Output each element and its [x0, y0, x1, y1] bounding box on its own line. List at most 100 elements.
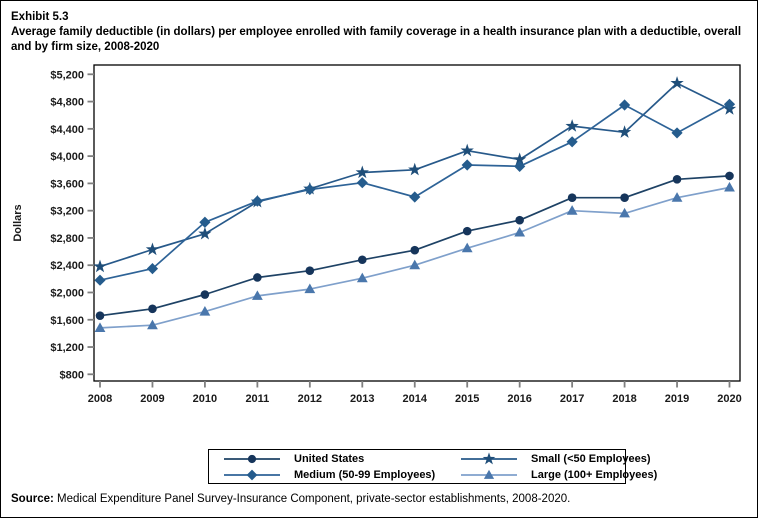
- series-circle: [95, 171, 734, 320]
- series-diamond: [94, 98, 736, 286]
- star-marker: [482, 452, 496, 465]
- diamond-marker: [246, 469, 258, 481]
- x-tick-label: 2013: [350, 393, 374, 405]
- x-tick-label: 2010: [193, 393, 217, 405]
- x-axis: 2008 2009 2010 2011 2012 2013 2014 2015 2016 2017…: [88, 381, 742, 405]
- circle-marker: [200, 290, 210, 299]
- diamond-marker: [251, 195, 263, 207]
- diamond-marker: [199, 216, 211, 228]
- star-marker: [198, 226, 212, 240]
- circle-marker: [567, 193, 577, 203]
- triangle-marker: [461, 242, 473, 253]
- star-marker: [93, 259, 107, 273]
- circle-marker: [620, 193, 629, 203]
- y-tick-label: $4,800: [50, 97, 84, 109]
- y-tick-label: $5,200: [50, 69, 84, 81]
- star-marker: [460, 143, 474, 157]
- legend-label: Large (100+ Employees): [531, 469, 658, 481]
- triangle-marker: [566, 205, 578, 215]
- circle-marker: [725, 171, 734, 181]
- legend-item: Medium (50-99 Employees): [223, 467, 460, 483]
- triangle-marker: [409, 259, 421, 270]
- circle-marker: [148, 304, 157, 314]
- circle-marker: [247, 454, 257, 464]
- triangle-marker: [671, 192, 683, 202]
- legend-line-sample: [224, 469, 280, 481]
- diamond-marker: [461, 159, 473, 171]
- line-chart: $800 $1,200 $1,600 $2,000 $2,400 $2,800 $3,200…: [12, 64, 742, 405]
- y-tick-label: $2,800: [50, 233, 84, 245]
- source-label: Source:: [11, 493, 54, 505]
- legend-label: Small (<50 Employees): [531, 453, 651, 465]
- source-text: Medical Expenditure Panel Survey-Insuran…: [53, 493, 571, 505]
- diamond-marker: [566, 136, 578, 148]
- diamond-marker: [304, 183, 316, 196]
- legend-label: Medium (50-99 Employees): [294, 469, 436, 481]
- circle-marker: [357, 255, 367, 265]
- triangle-marker: [724, 181, 735, 192]
- diamond-marker: [671, 127, 683, 139]
- y-tick-label: $2,000: [50, 287, 84, 299]
- y-tick-label: $1,200: [50, 342, 84, 354]
- star-marker: [670, 76, 684, 89]
- diamond-marker: [514, 160, 526, 172]
- y-tick-label: $800: [60, 369, 84, 381]
- y-tick-label: $4,000: [50, 151, 84, 163]
- legend: United States Small (<50 Employees) Medium…: [208, 449, 657, 484]
- legend-item: United States: [223, 451, 460, 467]
- y-tick-label: $3,600: [50, 178, 84, 190]
- triangle-marker: [94, 322, 106, 332]
- x-tick-label: 2012: [298, 393, 322, 405]
- diamond-marker: [409, 191, 421, 203]
- circle-marker: [410, 245, 420, 255]
- diamond-marker: [146, 263, 159, 275]
- diamond-marker: [356, 177, 368, 189]
- y-tick-label: $2,400: [50, 260, 84, 272]
- y-tick-label: $4,400: [50, 124, 84, 136]
- star-marker: [617, 125, 632, 138]
- plot-area: [93, 64, 741, 382]
- x-tick-label: 2017: [560, 393, 584, 405]
- triangle-marker: [483, 469, 495, 479]
- legend-item: Small (<50 Employees): [460, 451, 657, 467]
- diamond-marker: [723, 98, 736, 110]
- y-tick-label: $3,200: [50, 206, 84, 218]
- x-tick-label: 2019: [665, 393, 689, 405]
- triangle-marker: [304, 283, 316, 294]
- star-marker: [513, 152, 527, 166]
- x-tick-label: 2016: [507, 393, 531, 405]
- star-marker: [565, 119, 579, 132]
- triangle-marker: [199, 306, 211, 316]
- y-axis: $800 $1,200 $1,600 $2,000 $2,400 $2,800 $3,200…: [12, 69, 94, 381]
- y-tick-label: $1,600: [50, 315, 84, 327]
- exhibit-label: Exhibit 5.3: [11, 11, 69, 23]
- circle-marker: [515, 215, 524, 225]
- triangle-marker: [147, 319, 158, 330]
- x-tick-label: 2014: [403, 393, 428, 405]
- circle-marker: [95, 311, 105, 320]
- circle-marker: [462, 226, 472, 236]
- circle-marker: [305, 266, 315, 275]
- diamond-marker: [94, 274, 106, 286]
- legend-item: Large (100+ Employees): [460, 467, 657, 483]
- title-block: Exhibit 5.3 Average family deductible (i…: [11, 10, 753, 55]
- x-tick-label: 2020: [717, 393, 741, 405]
- legend-line-sample: [224, 454, 280, 464]
- circle-marker: [672, 175, 682, 184]
- series-star: [93, 76, 737, 273]
- x-tick-label: 2015: [455, 393, 479, 405]
- star-marker: [408, 162, 422, 176]
- triangle-marker: [356, 272, 368, 283]
- chart-title: Average family deductible (in dollars) p…: [11, 26, 742, 53]
- x-tick-label: 2008: [88, 393, 112, 405]
- legend-line-sample: [461, 469, 517, 479]
- triangle-marker: [251, 290, 263, 300]
- star-marker: [145, 242, 160, 256]
- triangle-marker: [619, 207, 630, 218]
- x-tick-label: 2009: [140, 393, 164, 405]
- source-note: Source: Medical Expenditure Panel Survey…: [11, 493, 751, 505]
- x-tick-label: 2018: [612, 393, 636, 405]
- y-axis-title: Dollars: [12, 204, 24, 241]
- circle-marker: [253, 273, 262, 282]
